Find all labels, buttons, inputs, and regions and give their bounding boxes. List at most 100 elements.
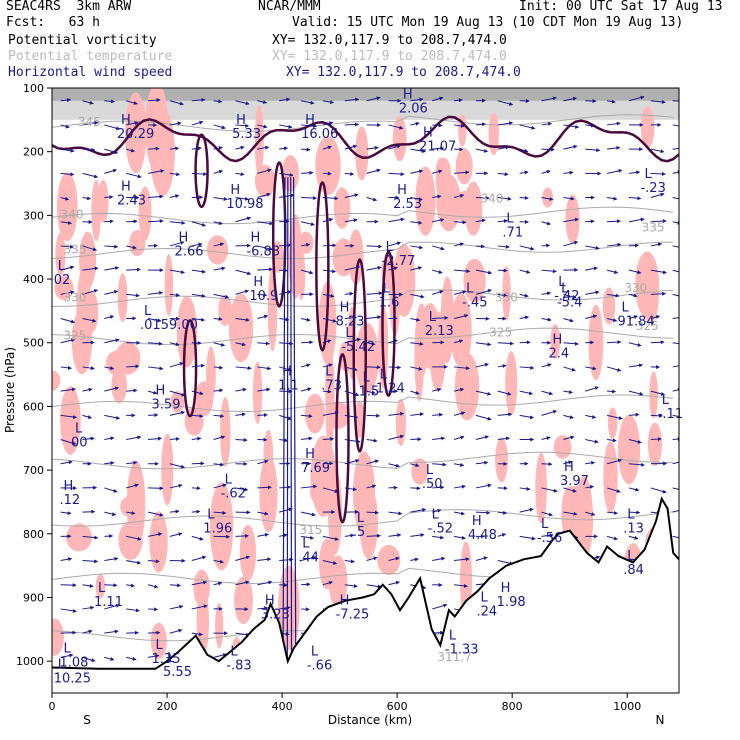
wind-vector [388, 266, 398, 271]
wind-vector [191, 317, 206, 322]
wind-vector [432, 535, 445, 540]
theta-label: 335 [642, 220, 665, 234]
y-axis-label: Pressure (hPa) [3, 347, 17, 433]
pv-shade [234, 576, 253, 625]
wind-vector [300, 317, 311, 322]
pv-contour-loop [194, 133, 209, 209]
pv-extremum-value: 1.96 [203, 522, 232, 537]
wind-vector [104, 124, 121, 131]
pv-extremum-mark: H [265, 594, 275, 609]
pv-extremum-mark: L [207, 508, 215, 523]
wind-vector [279, 414, 293, 421]
pv-shade [315, 136, 341, 196]
wind-vector [388, 339, 398, 344]
wind-vector [279, 557, 294, 562]
wind-vector [475, 435, 490, 441]
wind-vector [191, 363, 205, 368]
wind-vector [475, 122, 487, 127]
field3-xy: XY= 132.0,117.9 to 208.7,474.0 [286, 65, 521, 80]
wind-vector [475, 269, 493, 275]
wind-vector [366, 145, 379, 150]
wind-vector [82, 436, 95, 441]
wind-vector [126, 435, 142, 441]
wind-vector [410, 412, 424, 417]
wind-vector [213, 169, 224, 174]
wind-vector [147, 654, 160, 659]
wind-vector [388, 217, 405, 223]
theta-label: 340 [481, 192, 504, 206]
theta-label: 325 [64, 329, 87, 343]
wind-vector [366, 291, 383, 296]
wind-vector [628, 170, 641, 175]
wind-vector [104, 366, 115, 371]
wind-vector [519, 269, 531, 274]
wind-vector [388, 556, 400, 562]
wind-vector [213, 221, 223, 226]
field3-label: Horizontal wind speed [8, 65, 173, 80]
wind-vector [169, 220, 186, 225]
pv-shade [553, 435, 572, 459]
pv-extremum-mark: L [325, 364, 333, 379]
wind-vector [410, 508, 427, 513]
wind-vector [563, 144, 578, 150]
pv-extremum-mark: L [561, 282, 569, 297]
wind-vector [104, 436, 115, 441]
pv-extremum-mark: L [345, 326, 353, 341]
wind-vector [191, 293, 206, 298]
pv-shade [215, 603, 224, 649]
pv-shade [170, 391, 185, 413]
pv-extremum-mark: H [253, 275, 263, 290]
wind-vector [82, 656, 96, 662]
wind-vector [257, 314, 269, 320]
wind-vector [322, 411, 339, 416]
wind-vector [169, 293, 181, 297]
wind-vector [148, 194, 164, 199]
pv-extremum-value: 2.53 [393, 197, 422, 212]
wind-vector [628, 439, 642, 444]
wind-vector [147, 290, 164, 295]
wind-vector [650, 437, 662, 442]
wind-vector [301, 436, 313, 441]
wind-vector [563, 414, 574, 419]
pv-extremum-value: 2.43 [117, 194, 146, 209]
wind-vector [322, 535, 339, 541]
wind-vector [628, 243, 639, 248]
center-label: NCAR/MMM [258, 0, 321, 14]
terrain [52, 496, 679, 693]
wind-vector [519, 148, 529, 153]
wind-vector [104, 219, 114, 224]
wind-vector [432, 123, 443, 128]
wind-vector [519, 507, 534, 513]
model-title: SEAC4RS 3km ARW [6, 0, 132, 14]
theta-isoline [52, 509, 674, 527]
downdraft-vector [289, 177, 294, 688]
pv-extremum-value: 10.9 [249, 289, 278, 304]
pv-extremum-value: 21.07 [419, 140, 456, 155]
wind-vector [60, 220, 73, 225]
pv-extremum-mark: L [98, 581, 106, 596]
wind-vector [213, 342, 226, 347]
wind-vector [410, 266, 423, 271]
wind-vector [585, 439, 599, 444]
wind-vector [126, 560, 142, 565]
wind-vector [213, 196, 228, 201]
wind-vector [169, 483, 183, 489]
wind-vector [126, 460, 138, 465]
wind-vector [585, 485, 595, 489]
pv-shade [298, 231, 314, 254]
wind-vector [213, 266, 226, 271]
wind-vector [148, 436, 162, 441]
wind-vector [257, 245, 274, 251]
pv-extremum-mark: L [58, 657, 66, 672]
wind-vector [432, 245, 445, 251]
wind-vector [301, 123, 318, 128]
wind-vector [257, 145, 270, 150]
wind-vector [607, 219, 622, 224]
wind-vector [169, 121, 182, 126]
wind-vector [148, 559, 160, 564]
wind-vector [169, 194, 180, 199]
wind-vector [453, 193, 465, 199]
wind-vector [650, 242, 663, 247]
pv-shade [117, 273, 128, 322]
pv-shade [288, 214, 303, 299]
